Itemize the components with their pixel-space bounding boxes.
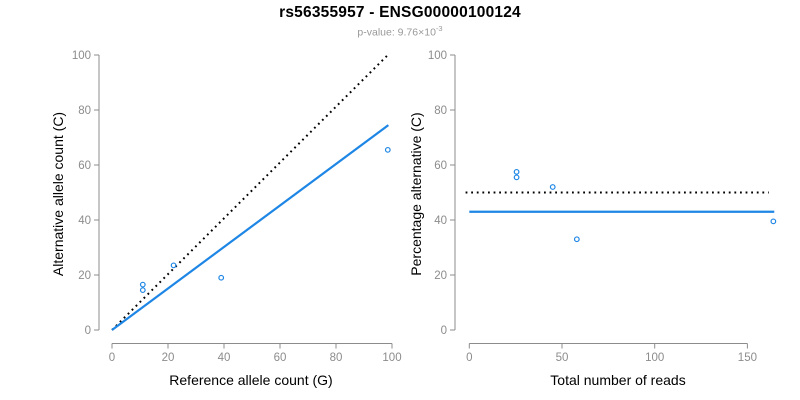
x-tick-label: 80 [330,352,343,364]
data-point [549,184,556,190]
chart-title: rs56355957 - ENSG00000100124 [279,4,521,21]
y-tick-label: 40 [78,215,91,227]
chart-subtitle: p-value: 9.76×10-3 [0,24,800,39]
data-point [770,218,777,225]
y-tick-label: 80 [78,105,91,117]
x-tick-label: 150 [738,352,757,364]
y-axis-title: Alternative allele count (C) [50,112,66,276]
x-tick-label: 0 [466,352,472,364]
y-tick-label: 100 [428,50,447,62]
allele-count-plot: 0 20 40 60 80 100 0 20 40 60 80 100 Reference allele… [50,50,402,388]
y-tick-label: 80 [434,105,447,117]
data-point [513,174,520,181]
y-tick-label: 0 [441,325,447,337]
x-tick-label: 100 [382,352,401,364]
y-axis-title: Percentage alternative (C) [408,112,424,275]
data-point [170,262,177,269]
x-tick-label: 40 [218,352,231,364]
data-point [139,281,146,288]
y-tick-label: 20 [434,270,447,282]
y-tick-label: 40 [434,215,447,227]
x-tick-label: 20 [162,352,175,364]
data-point [573,236,580,243]
x-tick-label: 60 [274,352,287,364]
x-tick-label: 100 [645,352,664,364]
pvalue-exponent: -3 [435,24,443,33]
fitted-ratio-line [111,124,390,331]
y-tick-label: 100 [72,50,91,62]
expected-ratio-line [111,54,389,331]
data-point [218,274,225,281]
x-tick-label: 0 [109,352,115,364]
y-tick-label: 60 [78,160,91,172]
y-tick-label: 0 [85,325,91,337]
percentage-plot: 0 50 100 150 0 20 40 60 80 100 Total number of rea… [408,50,777,388]
x-axis-title: Reference allele count (G) [169,372,332,388]
pvalue-label: p-value: 9.76×10 [357,26,436,39]
y-tick-label: 60 [434,160,447,172]
data-point [384,146,391,153]
data-point [513,168,520,175]
x-axis-title: Total number of reads [550,372,685,388]
data-point [139,287,146,294]
y-tick-label: 20 [78,270,91,282]
x-tick-label: 50 [556,352,569,364]
